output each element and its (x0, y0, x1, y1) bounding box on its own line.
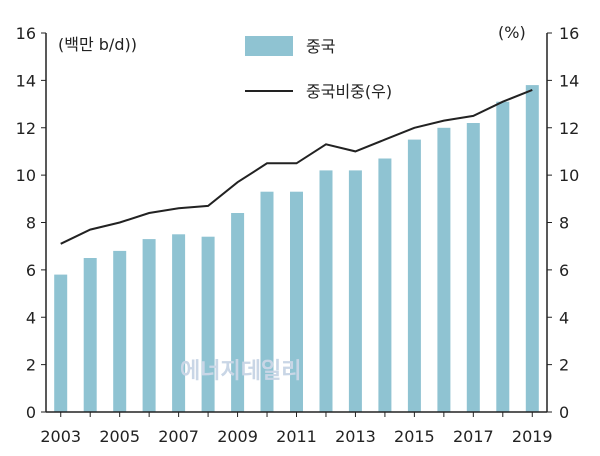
y-right-tick-label: 16 (559, 24, 579, 43)
bar-2007 (172, 234, 186, 412)
y-left-tick-label: 16 (16, 24, 36, 43)
x-tick-label: 2017 (453, 427, 494, 446)
x-tick-label: 2003 (40, 427, 81, 446)
y-right-tick-label: 0 (559, 403, 569, 422)
legend-label-china: 중국 (306, 37, 335, 56)
bar-2016 (437, 127, 451, 413)
y-right-tick-label: 4 (559, 308, 569, 327)
y-right-tick-label: 14 (559, 71, 579, 90)
legend-label-china-share: 중국비중(우) (306, 82, 392, 101)
y-right-tick-label: 2 (559, 356, 569, 375)
y-left-tick-label: 4 (26, 308, 36, 327)
bar-2006 (142, 239, 156, 412)
bar-2011 (290, 191, 303, 412)
y-left-tick-label: 0 (26, 403, 36, 422)
y-left-tick-label: 6 (26, 261, 36, 280)
bar-2017 (466, 123, 480, 412)
bar-2013 (348, 170, 362, 412)
y-left-tick-label: 8 (26, 214, 36, 233)
y-right-unit-label: (%) (498, 23, 526, 42)
bar-2009 (231, 213, 245, 412)
bar-2008 (201, 236, 215, 412)
y-right-tick-label: 10 (559, 166, 579, 185)
bars-layer (54, 85, 539, 413)
watermark-text: 에너지데일리 (180, 359, 301, 384)
x-tick-label: 2005 (99, 427, 140, 446)
bar-2005 (113, 250, 127, 412)
legend-swatch-china (245, 36, 293, 56)
bar-2004 (83, 258, 97, 412)
bar-2014 (378, 158, 392, 412)
y-left-unit-label: (백만 b/d)) (58, 35, 137, 54)
x-tick-label: 2013 (335, 427, 376, 446)
bar-2015 (407, 139, 421, 412)
x-tick-label: 2015 (394, 427, 435, 446)
ticks-layer: 0 2 4 6 8 10 12 14 16 0 2 4 6 8 10 12 14 16 2003 2005 2007 20… (16, 24, 580, 446)
bar-2010 (260, 191, 274, 412)
x-tick-label: 2009 (217, 427, 258, 446)
x-tick-label: 2011 (276, 427, 317, 446)
legend: 중국 중국비중(우) (245, 36, 392, 101)
bar-2018 (496, 101, 510, 412)
bar-2003 (54, 274, 68, 412)
line-china-share (60, 88, 533, 245)
x-tick-label: 2019 (512, 427, 553, 446)
y-left-tick-label: 2 (26, 356, 36, 375)
y-right-tick-label: 6 (559, 261, 569, 280)
y-left-tick-label: 14 (16, 71, 36, 90)
line-layer (60, 88, 533, 245)
bar-2019 (525, 85, 539, 412)
y-right-tick-label: 8 (559, 214, 569, 233)
x-tick-label: 2007 (158, 427, 199, 446)
bar-2012 (319, 170, 333, 412)
y-left-tick-label: 12 (16, 119, 36, 138)
y-right-tick-label: 12 (559, 119, 579, 138)
y-left-tick-label: 10 (16, 166, 36, 185)
